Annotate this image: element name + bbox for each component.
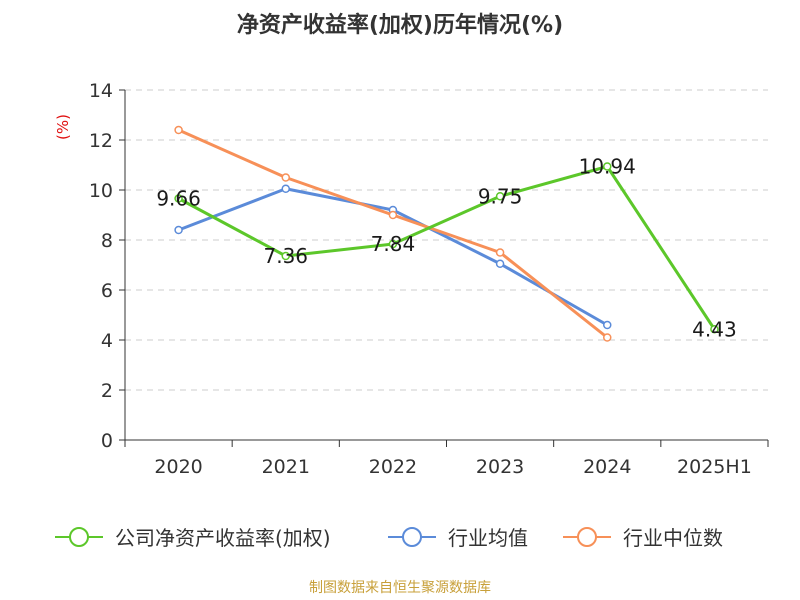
y-tick-label: 12 xyxy=(89,130,113,152)
data-label: 9.66 xyxy=(156,187,201,211)
data-point[interactable] xyxy=(495,259,505,268)
y-tick-label: 6 xyxy=(101,280,113,302)
grid-lines xyxy=(125,89,768,391)
data-point[interactable] xyxy=(174,194,183,203)
data-label: 7.84 xyxy=(371,232,416,256)
data-label: 10.94 xyxy=(579,155,636,179)
legend-circle-icon xyxy=(69,527,89,547)
series-group xyxy=(174,125,719,342)
data-point[interactable] xyxy=(495,192,505,201)
data-point[interactable] xyxy=(388,210,398,220)
y-tick-label: 2 xyxy=(101,380,113,402)
x-tick-label: 2023 xyxy=(476,456,524,478)
data-point[interactable] xyxy=(710,325,719,334)
legend-label: 行业均值 xyxy=(448,526,528,550)
x-tick-label: 2025H1 xyxy=(677,456,752,478)
legend-item[interactable]: 行业中位数 xyxy=(563,526,723,550)
x-tick-label: 2021 xyxy=(262,456,310,478)
y-tick-label: 8 xyxy=(101,230,113,252)
data-label: 9.75 xyxy=(478,184,523,208)
data-point[interactable] xyxy=(603,162,612,171)
data-label: 7.36 xyxy=(263,244,308,268)
data-point[interactable] xyxy=(495,248,505,257)
legend-label: 公司净资产收益率(加权) xyxy=(115,526,331,550)
legend-item[interactable]: 公司净资产收益率(加权) xyxy=(55,526,331,550)
data-labels: 9.66 7.36 7.84 9.75 10.94 4.43 xyxy=(156,155,736,342)
data-point[interactable] xyxy=(388,239,398,249)
y-tick-label: 10 xyxy=(89,180,113,202)
legend-circle-icon xyxy=(577,527,597,547)
data-point[interactable] xyxy=(603,320,612,330)
series-line xyxy=(177,165,716,331)
legend-item[interactable]: 行业均值 xyxy=(388,526,528,550)
legend-circle-icon xyxy=(402,527,422,547)
y-tick-label: 14 xyxy=(89,80,113,102)
x-tick-label: 2020 xyxy=(154,456,202,478)
data-point[interactable] xyxy=(603,333,612,342)
x-tick-label: 2022 xyxy=(369,456,417,478)
y-axis-unit-label: (%) xyxy=(54,114,72,140)
data-point[interactable] xyxy=(281,184,290,193)
y-tick-label: 4 xyxy=(101,330,113,352)
x-tick-label: 2024 xyxy=(583,456,631,478)
data-point[interactable] xyxy=(281,251,290,261)
legend-label: 行业中位数 xyxy=(623,526,723,550)
data-point[interactable] xyxy=(174,225,183,235)
legend[interactable]: 公司净资产收益率(加权) 行业均值 行业中位数 xyxy=(55,526,723,550)
data-point[interactable] xyxy=(174,125,183,135)
chart-title: 净资产收益率(加权)历年情况(%) xyxy=(237,12,563,38)
data-label: 4.43 xyxy=(692,317,737,341)
data-point[interactable] xyxy=(281,173,290,182)
source-note: 制图数据来自恒生聚源数据库 xyxy=(309,580,491,596)
axes: 0 2 4 6 8 10 12 14 2020 2021 2022 2023 2024 2025H1 xyxy=(89,80,769,478)
y-tick-label: 0 xyxy=(101,430,113,452)
